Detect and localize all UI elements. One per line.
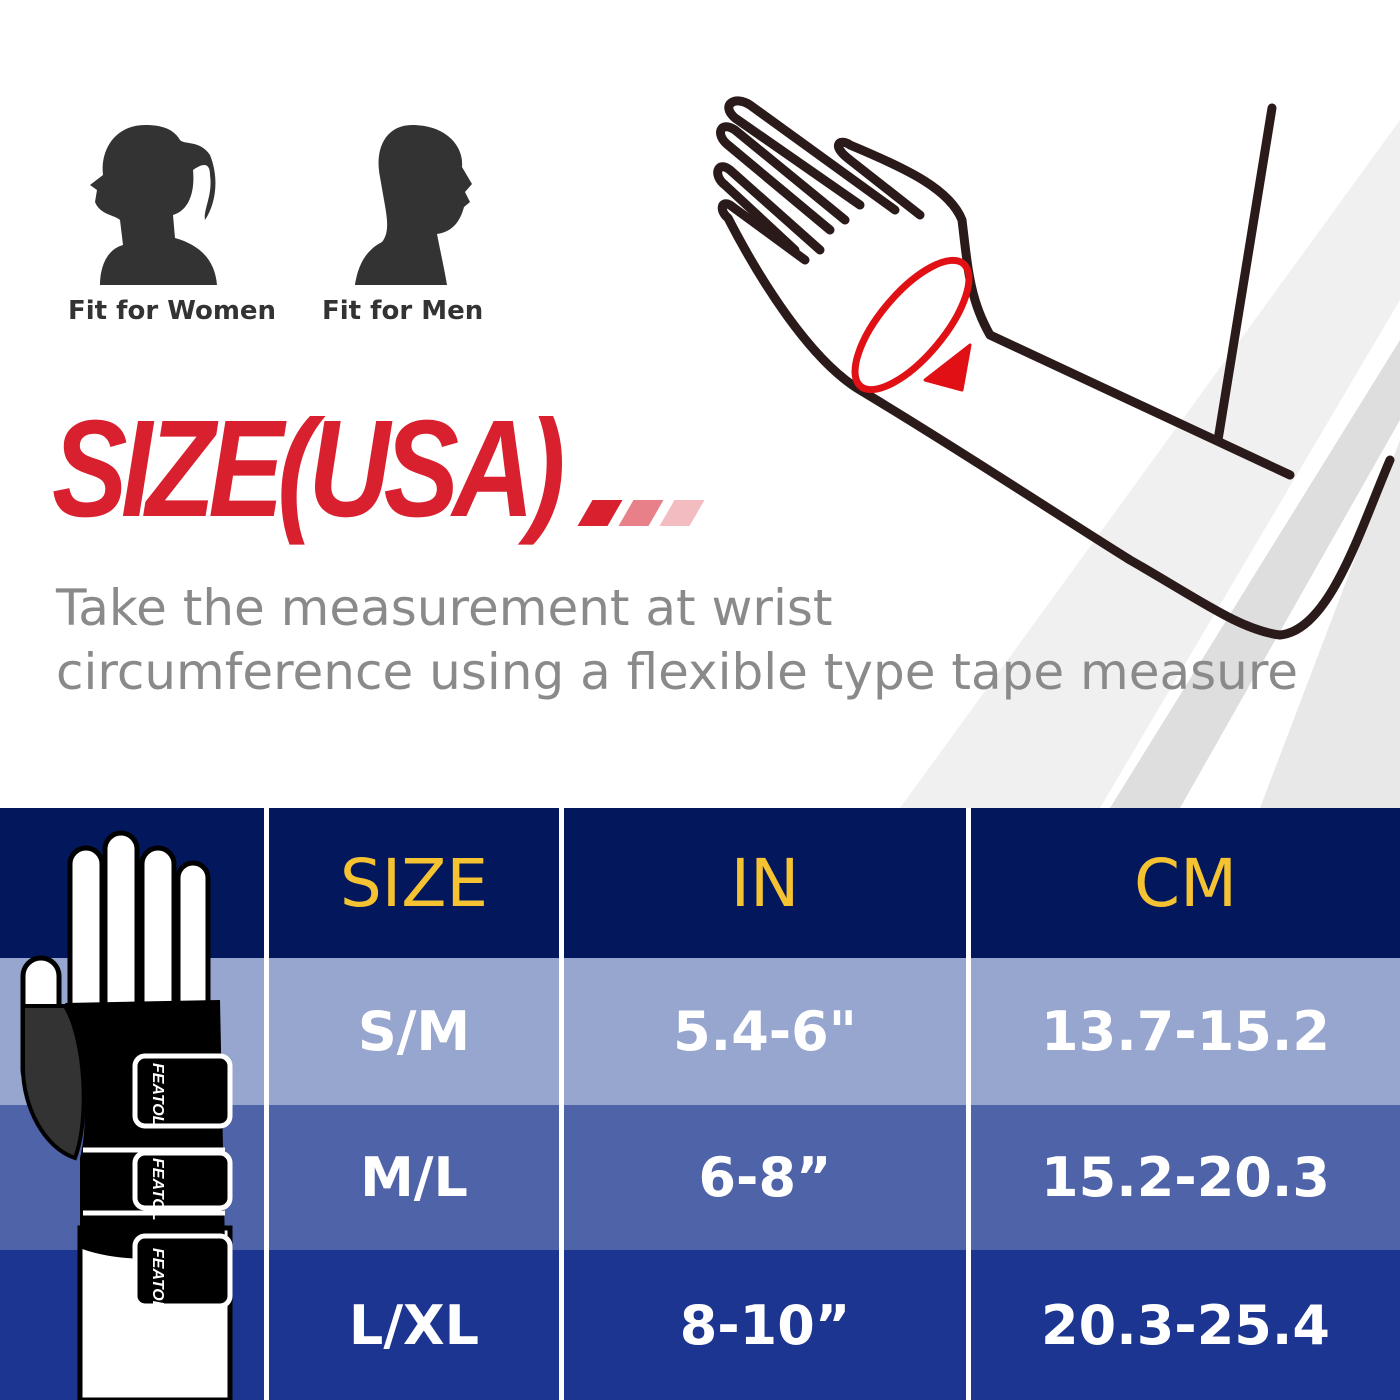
- size-usa-title: SIZE(USA): [52, 392, 565, 546]
- header-in: IN: [730, 844, 800, 922]
- instruction-line-2: circumference using a flexible type tape…: [56, 643, 1299, 701]
- cell-size: L/XL: [348, 1293, 480, 1357]
- header-cm: CM: [1133, 844, 1238, 922]
- featol-logo: FEATOL: [149, 1248, 166, 1311]
- cell-cm: 13.7-15.2: [1041, 1000, 1330, 1063]
- man-silhouette-icon: [355, 125, 472, 285]
- column-divider: [966, 808, 971, 1400]
- cell-in: 8-10”: [679, 1293, 851, 1357]
- table-row-bg: [0, 1105, 1400, 1250]
- size-table: FEATOL FEATOL FEATOL SIZE IN CM S/M 5.4-…: [0, 808, 1400, 1400]
- cell-in: 5.4-6": [673, 1000, 857, 1063]
- featol-logo: FEATOL: [149, 1158, 166, 1221]
- instruction-line-1: Take the measurement at wrist: [56, 579, 833, 637]
- table-row-bg: [0, 1250, 1400, 1400]
- cell-in: 6-8”: [698, 1146, 832, 1209]
- arm-measurement-illustration: [713, 96, 1395, 640]
- wrist-brace-illustration: FEATOL FEATOL FEATOL: [20, 830, 233, 1400]
- column-divider: [264, 808, 269, 1400]
- cell-cm: 15.2-20.3: [1041, 1146, 1330, 1209]
- fit-for-women-label: Fit for Women: [68, 296, 277, 326]
- featol-logo: FEATOL: [149, 1063, 166, 1126]
- column-divider: [559, 808, 564, 1400]
- cell-size: S/M: [357, 1000, 471, 1063]
- fit-for-men-label: Fit for Men: [322, 296, 484, 326]
- cell-cm: 20.3-25.4: [1041, 1293, 1330, 1357]
- header-size: SIZE: [339, 844, 489, 922]
- cell-size: M/L: [360, 1146, 468, 1209]
- woman-silhouette-icon: [90, 125, 217, 285]
- table-row-bg: [0, 958, 1400, 1105]
- table-header-row-bg: [0, 808, 1400, 958]
